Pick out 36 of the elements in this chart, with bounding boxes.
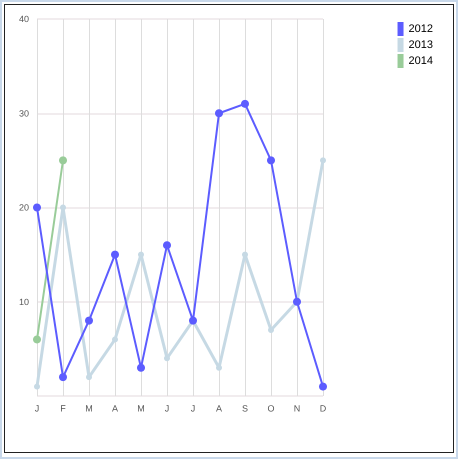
x-tick-label: M xyxy=(85,404,93,414)
y-tick-label: 40 xyxy=(18,14,29,24)
x-tick-label: F xyxy=(60,404,66,414)
point xyxy=(33,335,41,344)
point xyxy=(319,382,327,391)
point xyxy=(163,241,171,250)
point xyxy=(241,100,249,108)
point xyxy=(267,156,275,164)
point xyxy=(34,384,40,390)
y-tick-label: 10 xyxy=(18,296,29,307)
x-tick-label: J xyxy=(34,404,40,414)
x-tick-label: A xyxy=(112,404,118,414)
point xyxy=(215,109,223,118)
x-tick-label: S xyxy=(242,404,248,414)
y-tick-label: 30 xyxy=(18,108,29,118)
point xyxy=(86,374,92,380)
x-tick-label: A xyxy=(216,404,222,414)
point xyxy=(33,204,41,212)
point xyxy=(111,250,119,259)
legend-label: 2014 xyxy=(408,55,434,67)
x-tick-label: O xyxy=(267,404,275,414)
point xyxy=(85,316,93,325)
point xyxy=(112,336,118,342)
x-tick-label: N xyxy=(294,404,300,414)
y-tick-label: 20 xyxy=(18,202,29,212)
x-tick-label: M xyxy=(137,404,145,414)
point xyxy=(59,373,67,382)
legend-label: 2012 xyxy=(408,23,434,35)
x-tick-label: D xyxy=(320,404,327,414)
x-tick-label: J xyxy=(190,404,196,414)
x-tick-label: J xyxy=(164,404,170,414)
point xyxy=(59,156,67,164)
legend-label: 2013 xyxy=(408,39,434,51)
point xyxy=(60,204,66,210)
point xyxy=(320,157,326,164)
point xyxy=(137,364,145,372)
